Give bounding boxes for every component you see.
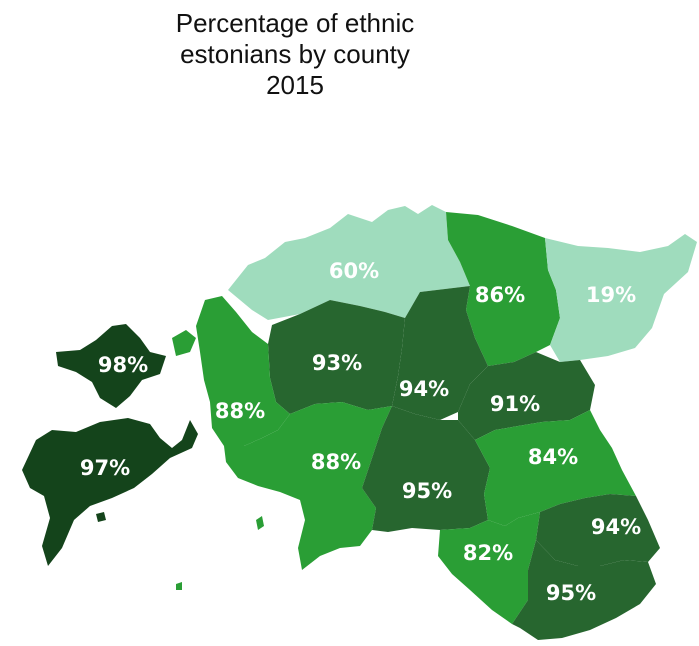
county-laane[interactable] [196, 296, 290, 446]
county-rapla[interactable] [268, 300, 405, 414]
label-harju: 60% [329, 259, 379, 283]
label-valga: 82% [463, 541, 513, 565]
label-rapla: 93% [312, 351, 362, 375]
title-line-2: estonians by county [180, 39, 410, 69]
county-tartu[interactable] [475, 410, 636, 526]
label-tartu: 84% [528, 445, 578, 469]
island-kihnu [256, 516, 264, 530]
county-saare[interactable] [22, 418, 198, 566]
label-jarva: 94% [399, 377, 449, 401]
county-polva[interactable] [536, 494, 660, 566]
label-ida-viru: 19% [586, 283, 636, 307]
county-jogeva[interactable] [458, 352, 595, 440]
map-title: Percentage of ethnic estonians by county… [150, 8, 440, 101]
county-jarva[interactable] [392, 286, 488, 420]
county-valga[interactable] [438, 512, 540, 624]
title-line-3: 2015 [266, 70, 324, 100]
label-saare: 97% [80, 456, 130, 480]
county-viljandi[interactable] [362, 406, 490, 532]
label-hiiu: 98% [98, 353, 148, 377]
county-laane-viru[interactable] [446, 212, 560, 366]
county-hiiu[interactable] [56, 324, 166, 408]
label-polva: 94% [591, 515, 641, 539]
label-parnu: 88% [311, 450, 361, 474]
island-abruka [96, 512, 106, 522]
label-voru: 95% [546, 581, 596, 605]
label-viljandi: 95% [402, 479, 452, 503]
island-ruhnu [176, 582, 182, 590]
county-voru[interactable] [512, 540, 656, 640]
value-labels: 60% 86% 19% 98% 97% 93% 94% 91% 88% 88% … [80, 259, 641, 605]
label-laane: 88% [215, 399, 265, 423]
title-line-1: Percentage of ethnic [175, 8, 415, 38]
county-harju[interactable] [228, 205, 470, 320]
county-ida-viru[interactable] [545, 234, 697, 362]
island-vormsi [172, 330, 196, 356]
county-parnu[interactable] [224, 402, 392, 570]
label-laane-viru: 86% [475, 283, 525, 307]
label-jogeva: 91% [490, 392, 540, 416]
